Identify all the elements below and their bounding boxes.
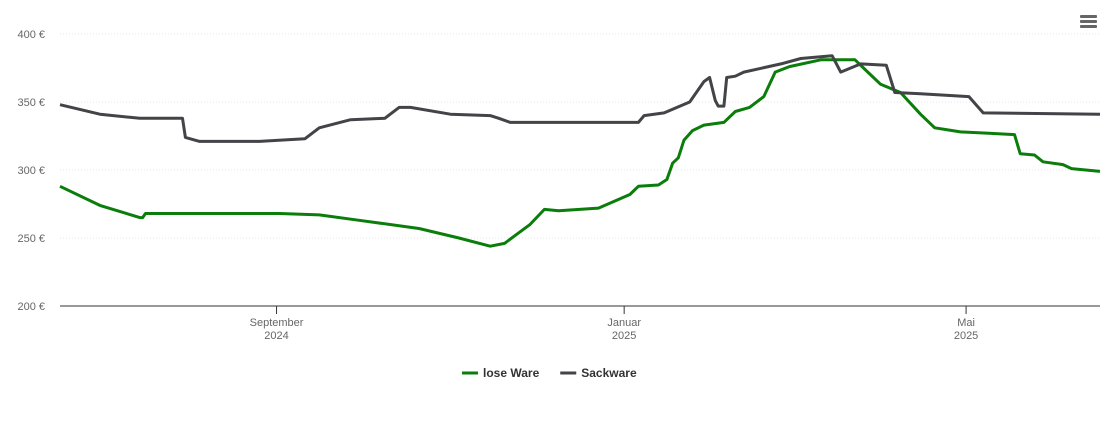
legend-item[interactable]: Sackware: [560, 366, 637, 380]
y-tick-label: 350 €: [17, 97, 45, 109]
legend: lose Ware Sackware: [462, 366, 637, 380]
y-tick-label: 400 €: [17, 29, 45, 41]
x-tick-label: Mai 2025: [954, 317, 978, 342]
x-tick-label: September 2024: [250, 317, 304, 342]
series-line: [59, 54, 1101, 143]
legend-item[interactable]: lose Ware: [462, 366, 540, 380]
legend-label: lose Ware: [483, 366, 540, 380]
x-tick-label: Januar 2025: [607, 317, 641, 342]
y-tick-label: 200 €: [17, 301, 45, 313]
series-line: [59, 58, 1101, 248]
legend-label: Sackware: [581, 366, 637, 380]
y-tick-label: 300 €: [17, 165, 45, 177]
menu-icon[interactable]: [1080, 15, 1097, 28]
y-tick-label: 250 €: [17, 233, 45, 245]
